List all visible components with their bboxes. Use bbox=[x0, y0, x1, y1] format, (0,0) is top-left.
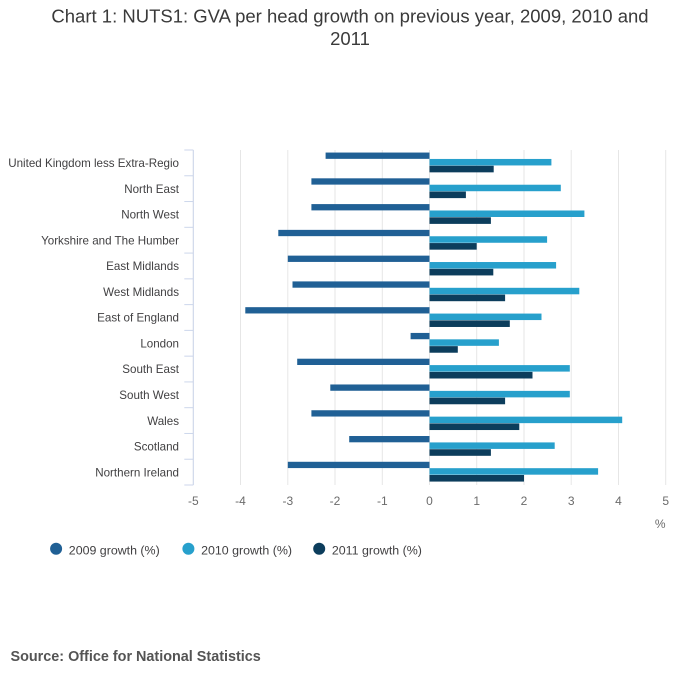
svg-text:Source: Office for National St: Source: Office for National Statistics bbox=[11, 649, 261, 665]
svg-text:2011 growth (%): 2011 growth (%) bbox=[332, 543, 422, 557]
svg-text:Chart 1: NUTS1: GVA per head g: Chart 1: NUTS1: GVA per head growth on p… bbox=[51, 6, 648, 27]
svg-text:5: 5 bbox=[662, 494, 669, 508]
svg-text:North West: North West bbox=[121, 209, 180, 222]
svg-text:West Midlands: West Midlands bbox=[103, 286, 179, 299]
svg-text:1: 1 bbox=[473, 494, 480, 508]
svg-text:London: London bbox=[140, 337, 179, 350]
svg-text:2: 2 bbox=[521, 494, 528, 508]
svg-text:-2: -2 bbox=[330, 494, 341, 508]
svg-text:United Kingdom less Extra-Regi: United Kingdom less Extra-Regio bbox=[8, 157, 179, 170]
svg-text:Yorkshire and The Humber: Yorkshire and The Humber bbox=[41, 234, 179, 247]
svg-text:Wales: Wales bbox=[147, 415, 179, 428]
svg-text:-1: -1 bbox=[377, 494, 388, 508]
svg-text:Scotland: Scotland bbox=[134, 441, 179, 454]
svg-text:South East: South East bbox=[122, 363, 179, 376]
svg-text:%: % bbox=[655, 517, 666, 531]
svg-text:-4: -4 bbox=[235, 494, 246, 508]
svg-text:2009 growth (%): 2009 growth (%) bbox=[69, 543, 160, 557]
svg-text:2011: 2011 bbox=[330, 28, 370, 49]
svg-text:East Midlands: East Midlands bbox=[106, 260, 179, 273]
svg-text:South West: South West bbox=[119, 389, 179, 402]
svg-text:East of England: East of England bbox=[97, 312, 179, 325]
svg-text:0: 0 bbox=[426, 494, 433, 508]
svg-text:2010 growth (%): 2010 growth (%) bbox=[201, 543, 292, 557]
svg-text:-5: -5 bbox=[188, 494, 199, 508]
svg-text:3: 3 bbox=[568, 494, 575, 508]
svg-text:North East: North East bbox=[124, 183, 180, 196]
svg-text:Northern Ireland: Northern Ireland bbox=[95, 466, 179, 479]
svg-text:4: 4 bbox=[615, 494, 622, 508]
svg-text:-3: -3 bbox=[282, 494, 293, 508]
